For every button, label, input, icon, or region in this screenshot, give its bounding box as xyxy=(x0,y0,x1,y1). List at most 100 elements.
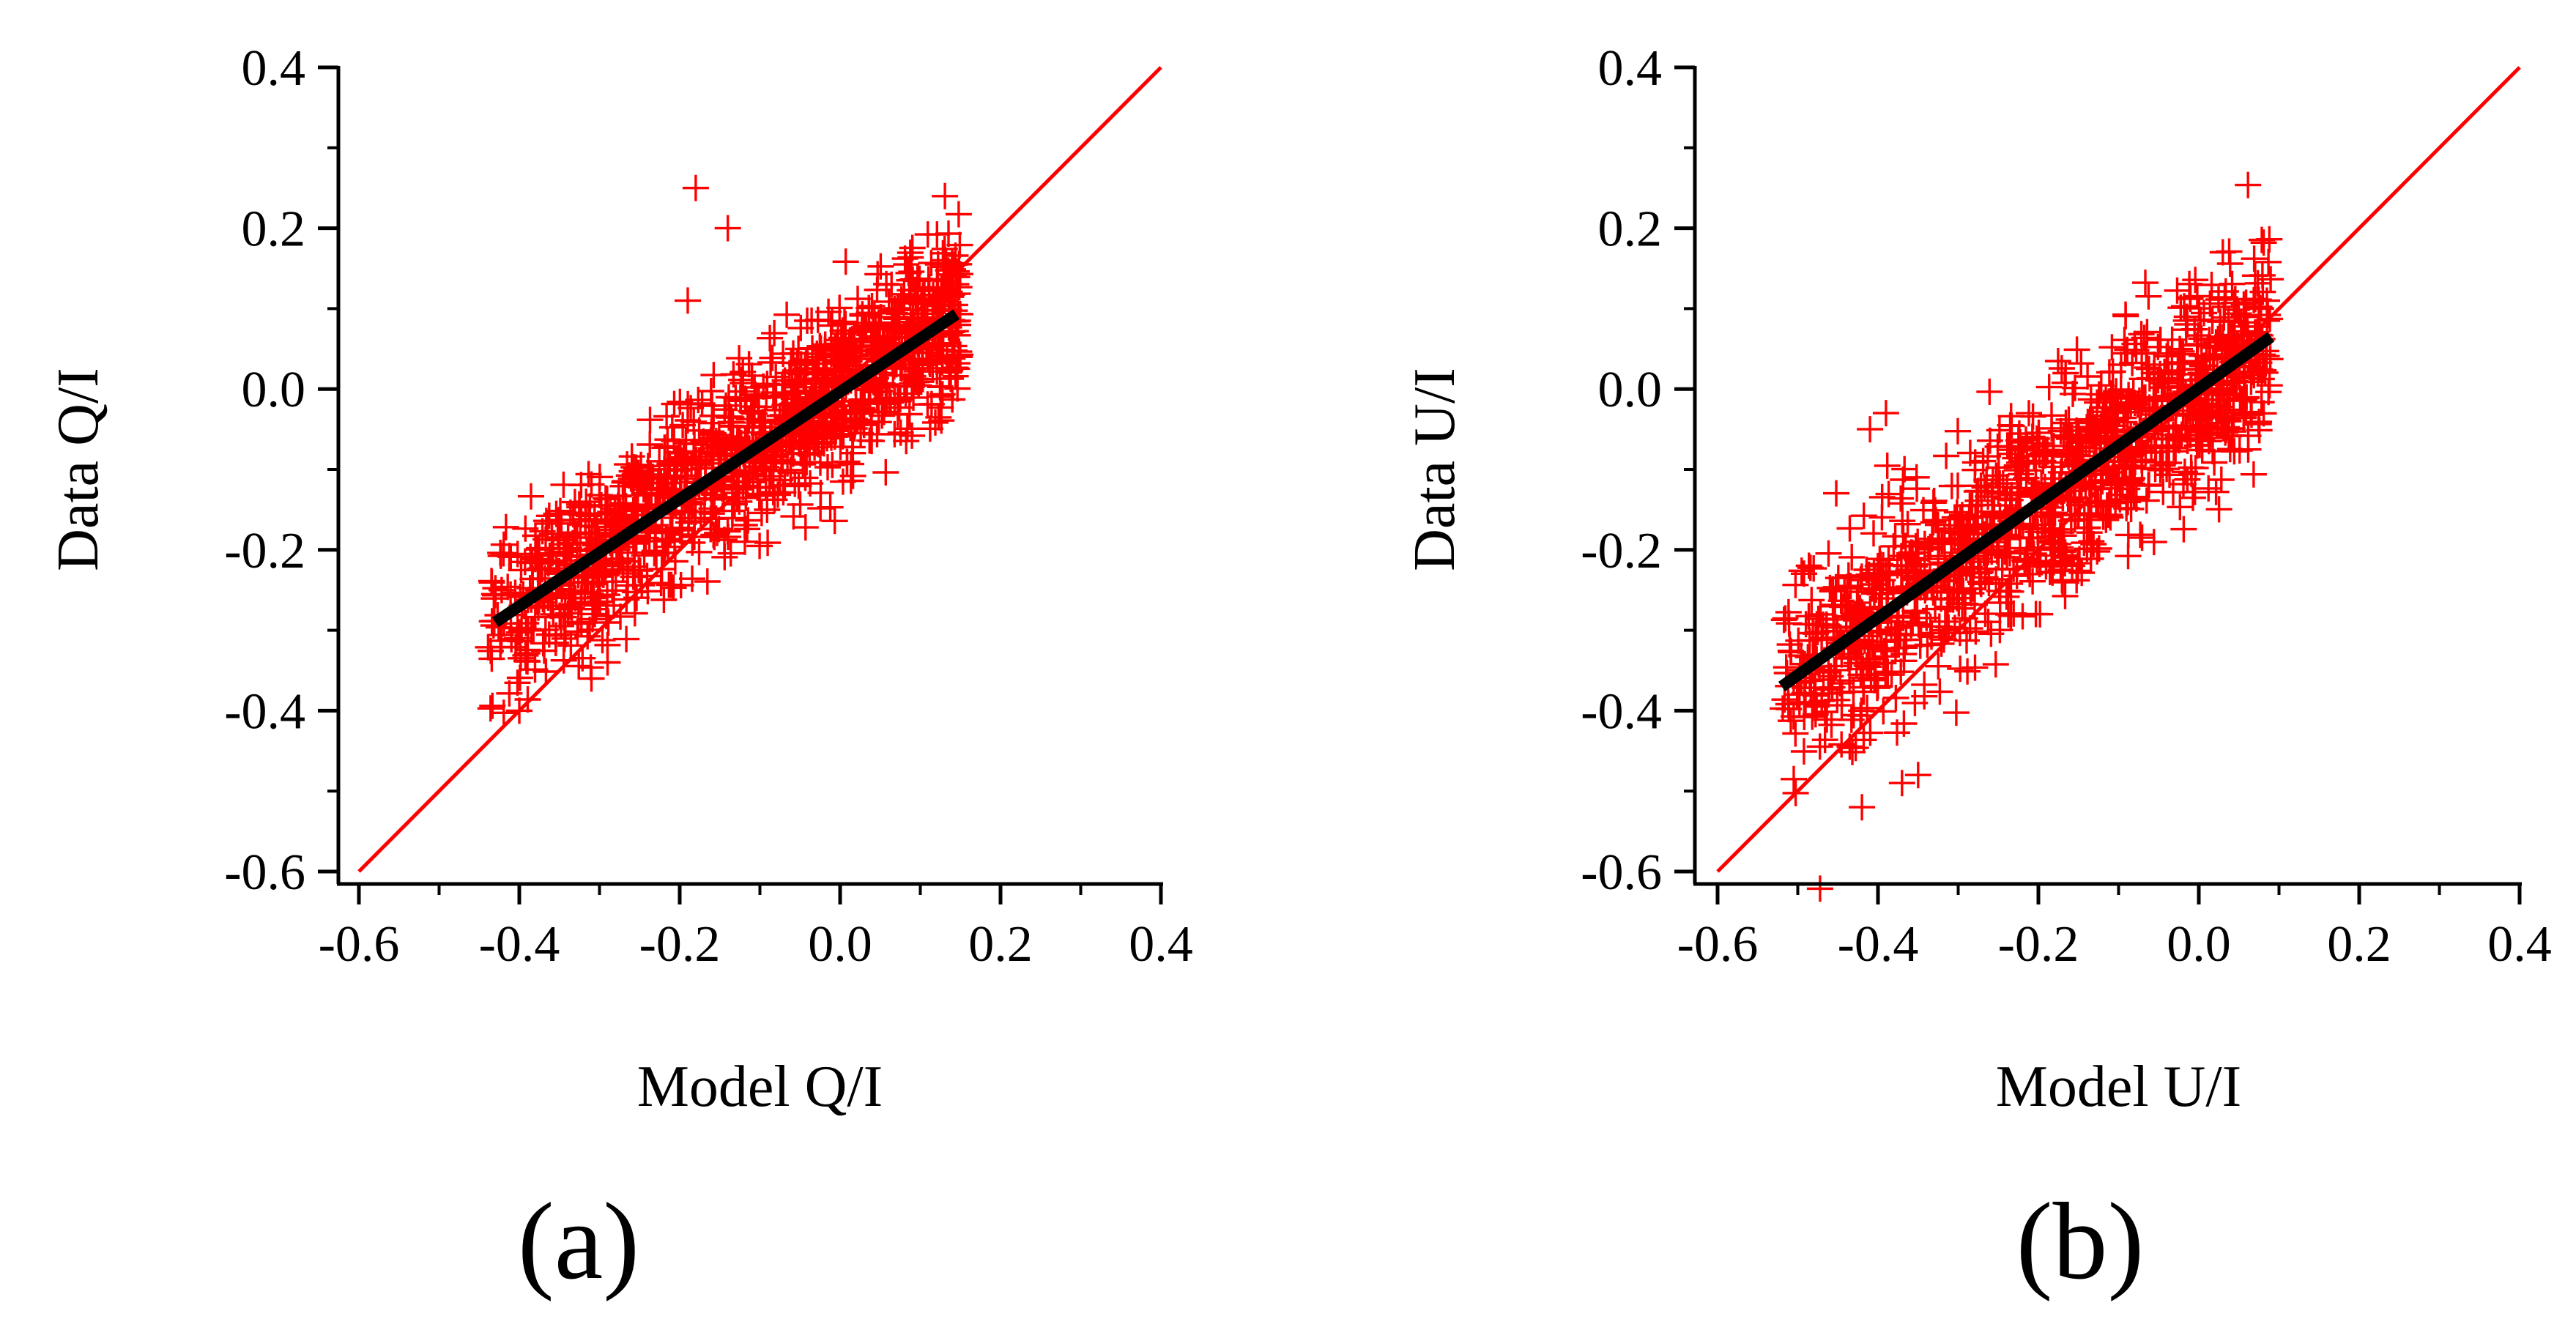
data-point xyxy=(2167,350,2194,377)
data-point xyxy=(1993,583,2020,610)
data-point xyxy=(2052,582,2079,609)
data-point xyxy=(792,464,819,491)
x-tick-label: 0.2 xyxy=(2327,916,2391,973)
data-point xyxy=(867,253,894,280)
data-point xyxy=(2145,333,2172,360)
data-point xyxy=(825,327,852,354)
data-point xyxy=(929,381,956,408)
data-point xyxy=(698,435,724,462)
data-point xyxy=(752,453,779,480)
data-point xyxy=(2027,601,2054,628)
data-point xyxy=(477,695,504,722)
data-point xyxy=(1925,653,1952,680)
data-point xyxy=(2025,419,2052,446)
data-point xyxy=(1770,695,1796,722)
y-tick-label: -0.4 xyxy=(1581,683,1662,740)
data-point xyxy=(1918,620,1945,647)
data-point xyxy=(945,201,972,228)
data-point xyxy=(817,494,844,521)
data-point xyxy=(1857,416,1884,443)
data-point xyxy=(2057,508,2085,535)
data-point xyxy=(929,342,956,369)
data-point xyxy=(667,388,694,415)
data-point xyxy=(1996,436,2023,464)
data-point xyxy=(1777,637,1804,664)
data-point xyxy=(550,603,577,631)
data-point xyxy=(1986,470,2013,497)
data-point xyxy=(925,404,952,431)
data-point xyxy=(765,481,791,508)
data-point xyxy=(2093,506,2120,533)
data-point xyxy=(1972,555,1999,582)
data-point xyxy=(2149,452,2176,479)
data-point xyxy=(821,508,848,535)
data-point xyxy=(887,419,914,446)
data-point xyxy=(2040,433,2067,459)
data-point xyxy=(885,387,912,415)
data-point xyxy=(2246,417,2273,444)
data-point xyxy=(700,521,727,549)
data-point xyxy=(2080,531,2107,557)
data-point xyxy=(2123,337,2150,364)
data-point xyxy=(658,414,686,441)
data-point xyxy=(2124,391,2151,418)
data-point xyxy=(2052,369,2079,396)
data-point xyxy=(574,623,601,650)
data-point xyxy=(661,428,688,454)
data-point xyxy=(2000,600,2027,627)
data-point xyxy=(931,236,958,262)
data-point xyxy=(790,368,817,395)
data-point xyxy=(655,533,681,560)
data-point xyxy=(1857,719,1884,746)
data-point xyxy=(585,562,612,590)
y-axis-title-a: Data Q/I xyxy=(46,368,111,571)
data-point xyxy=(1806,875,1833,902)
data-point xyxy=(893,251,920,278)
data-point xyxy=(2082,428,2109,455)
data-point xyxy=(2039,501,2066,528)
data-point xyxy=(2235,171,2262,198)
data-point xyxy=(1799,703,1826,730)
data-point xyxy=(576,493,604,520)
data-point xyxy=(1828,731,1855,758)
data-point xyxy=(869,370,896,397)
data-point xyxy=(2250,400,2277,427)
data-point xyxy=(757,324,784,352)
data-point xyxy=(942,363,969,390)
data-point xyxy=(2180,484,2206,511)
data-point xyxy=(827,434,854,461)
data-point xyxy=(892,380,919,407)
data-point xyxy=(2063,336,2090,363)
data-point xyxy=(2232,384,2260,412)
data-point xyxy=(1888,658,1915,685)
data-point xyxy=(1894,510,1921,538)
y-tick-label: 0.0 xyxy=(1598,362,1663,418)
data-point xyxy=(873,384,900,412)
data-point xyxy=(943,264,970,291)
data-point xyxy=(1901,689,1929,716)
data-point xyxy=(1811,727,1838,754)
data-point xyxy=(2171,293,2197,320)
data-point xyxy=(606,497,634,524)
data-point xyxy=(1890,647,1918,675)
data-point xyxy=(1946,620,1973,647)
data-point xyxy=(2060,380,2086,407)
x-tick-label: 0.0 xyxy=(808,916,872,973)
data-point xyxy=(2119,349,2146,376)
data-point xyxy=(927,330,954,357)
data-point xyxy=(2098,334,2126,361)
data-point xyxy=(734,516,761,543)
data-point xyxy=(1850,674,1877,701)
data-point xyxy=(2013,434,2041,461)
data-point xyxy=(1976,378,2003,405)
data-point xyxy=(872,459,899,486)
panel-b: -0.6 -0.6 -0.4 -0.4 -0.2 -0.2 0.0 0.0 0.2 0.2 0.4 0… xyxy=(1403,40,2552,1302)
data-point xyxy=(1889,490,1916,517)
data-point xyxy=(1933,617,1959,644)
data-point xyxy=(1847,702,1874,729)
data-point xyxy=(682,174,709,201)
x-axis-title-a: Model Q/I xyxy=(637,1055,883,1119)
data-point xyxy=(564,618,591,645)
data-point xyxy=(2153,456,2180,483)
data-point xyxy=(2202,329,2230,356)
